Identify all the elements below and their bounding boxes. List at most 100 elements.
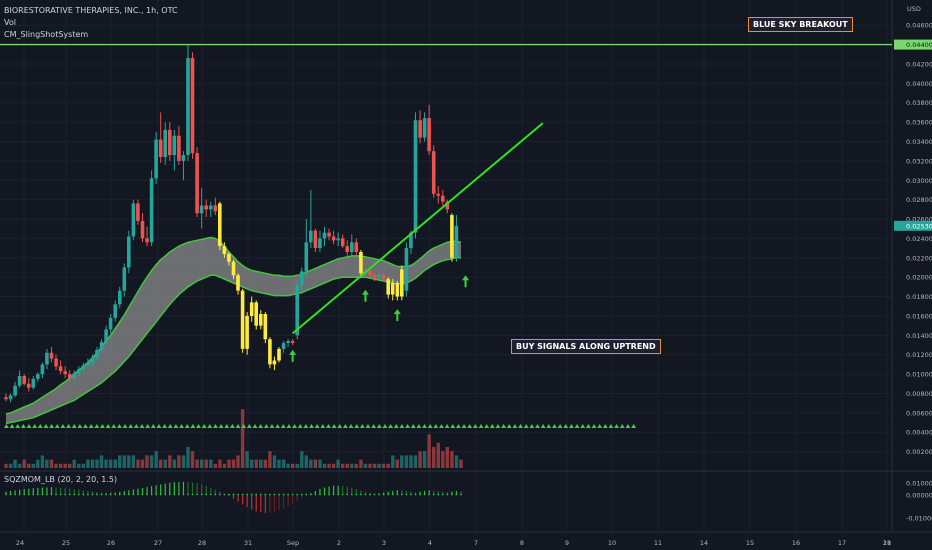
candle-body xyxy=(372,275,377,278)
volume-bar xyxy=(240,409,245,468)
volume-bar xyxy=(90,459,95,468)
volume-bar xyxy=(104,459,108,468)
squeeze-triangle xyxy=(246,424,252,428)
squeeze-triangle xyxy=(574,424,580,428)
volume-bar xyxy=(454,455,459,468)
squeeze-triangle xyxy=(133,424,139,428)
uptrend-line xyxy=(292,122,544,335)
squeeze-dot xyxy=(387,493,390,496)
candle-body xyxy=(277,348,281,361)
squeeze-dot xyxy=(36,493,39,496)
volume-bar xyxy=(277,459,281,468)
volume-bar xyxy=(236,455,240,468)
candle-body xyxy=(118,290,122,305)
volume-bar xyxy=(168,455,172,468)
squeeze-dot xyxy=(446,493,449,496)
candles[interactable] xyxy=(4,44,459,403)
squeeze-dot xyxy=(91,493,94,496)
squeeze-triangle xyxy=(26,424,32,428)
squeeze-momentum-label: SQZMOM_LB (20, 2, 20, 1.5) xyxy=(4,475,118,484)
volume-bar xyxy=(163,459,167,468)
candle-body xyxy=(95,349,99,358)
x-tick-label: 3 xyxy=(382,539,386,547)
candle-body xyxy=(72,373,77,378)
momentum-tick-label: 0.000000 xyxy=(906,492,932,500)
candle-body xyxy=(227,253,231,262)
squeeze-triangle xyxy=(625,424,631,428)
volume-bar xyxy=(368,463,372,468)
squeeze-dot xyxy=(218,493,221,496)
squeeze-dot xyxy=(159,493,162,496)
squeeze-triangle xyxy=(602,424,608,428)
squeeze-triangle xyxy=(472,424,478,428)
volume-bar xyxy=(63,463,67,468)
candle-body xyxy=(154,139,158,179)
candle-body xyxy=(199,205,204,214)
candle-body xyxy=(49,352,54,359)
candle-body xyxy=(181,155,186,161)
squeeze-dot xyxy=(432,493,435,496)
candle-body xyxy=(163,129,167,157)
squeeze-triangles xyxy=(4,424,636,428)
squeeze-dot xyxy=(273,493,276,496)
squeeze-triangle xyxy=(37,424,43,428)
volume-bar xyxy=(413,455,418,468)
squeeze-dot xyxy=(182,493,185,496)
squeeze-triangle xyxy=(145,424,151,428)
squeeze-triangle xyxy=(422,424,427,428)
x-tick-label: 31 xyxy=(244,539,252,547)
candle-body xyxy=(404,248,409,291)
candle-body xyxy=(90,357,95,363)
volume-bar xyxy=(377,463,381,468)
squeeze-dot xyxy=(146,493,148,496)
candle-body xyxy=(240,290,245,349)
volume-bar xyxy=(190,451,195,468)
squeeze-triangle xyxy=(54,424,60,428)
volume-bar xyxy=(427,434,431,468)
candle-body xyxy=(345,246,349,252)
volume-bar xyxy=(131,455,136,468)
squeeze-triangle xyxy=(83,424,88,428)
volume-bar xyxy=(95,459,99,468)
volume-bar xyxy=(409,455,413,468)
candle-body xyxy=(263,314,268,340)
volume-bar xyxy=(68,463,72,468)
volume-bar xyxy=(359,459,363,468)
buy-arrow-shaft xyxy=(396,313,399,322)
squeeze-dot xyxy=(441,493,444,496)
candle-body xyxy=(136,203,140,221)
candle-body xyxy=(99,342,104,350)
volume-bar xyxy=(432,447,436,468)
squeeze-triangle xyxy=(585,424,591,428)
squeeze-triangle xyxy=(569,424,574,428)
squeeze-triangle xyxy=(450,424,456,428)
volume-bar xyxy=(272,455,277,468)
volume-bar xyxy=(27,463,31,468)
volume-bar xyxy=(149,455,154,468)
squeeze-dot xyxy=(300,493,303,496)
squeeze-dot xyxy=(32,493,35,496)
volume-bar xyxy=(404,455,409,468)
squeeze-dot xyxy=(360,493,362,496)
buy-arrow-shaft xyxy=(364,293,367,302)
volume-bar xyxy=(213,463,217,468)
squeeze-triangle xyxy=(286,424,292,428)
squeeze-triangle xyxy=(105,424,111,428)
squeeze-triangle xyxy=(540,424,546,428)
currency-label: USD xyxy=(907,5,921,13)
squeeze-dot xyxy=(68,493,71,496)
volume-bar xyxy=(72,459,76,468)
candle-body xyxy=(45,352,49,365)
candle-body xyxy=(386,279,390,295)
volume-bar xyxy=(263,459,267,468)
volume-bar xyxy=(108,459,113,468)
candle-body xyxy=(350,242,354,252)
squeeze-triangle xyxy=(433,424,439,428)
volume-bar xyxy=(286,463,290,468)
